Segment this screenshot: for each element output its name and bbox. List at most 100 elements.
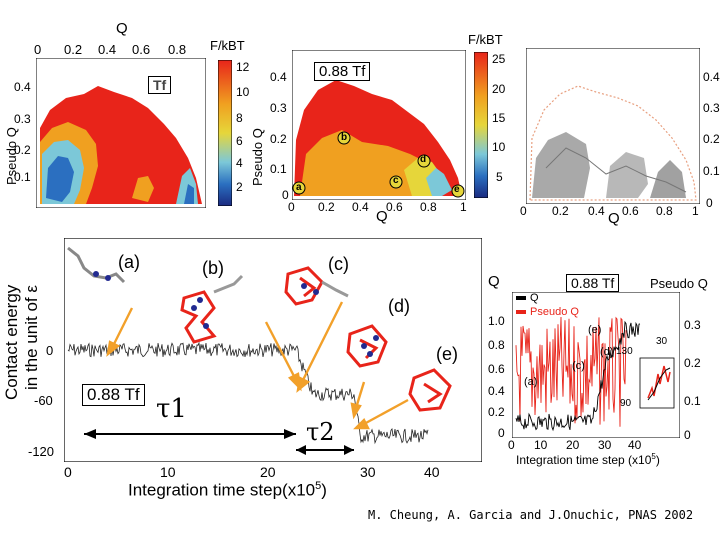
br-right-tick-3: 0	[684, 428, 691, 442]
tau1-label: τ1	[156, 394, 187, 424]
br-left-tick-4: 0.2	[488, 405, 505, 419]
top-right-x-tick-4: 0.8	[656, 204, 673, 218]
pseudo-q-trace-path	[515, 316, 627, 427]
top-middle-y-tick-3: 0.1	[270, 162, 287, 176]
q-trace-path	[515, 320, 641, 432]
top-right-y-tick-1: 0.3	[703, 101, 720, 115]
top-middle-y-tick-0: 0.4	[270, 70, 287, 84]
br-inset-tick-0: 130	[616, 346, 633, 357]
top-left-top-tick-4: 0.8	[168, 42, 187, 57]
br-x-label: Integration time step (x105)	[516, 452, 660, 467]
br-x-tick-4: 40	[628, 438, 642, 452]
top-middle-colorbar-title: F/kBT	[468, 32, 503, 47]
snapshot-c-label: (c)	[328, 254, 349, 274]
br-marker-c: (c)	[572, 360, 585, 372]
top-left-top-tick-1: 0.2	[64, 42, 83, 57]
br-right-tick-2: 0.1	[684, 394, 701, 408]
top-right-x-tick-2: 0.4	[588, 204, 605, 218]
main-x-label-close: )	[321, 480, 327, 500]
br-left-axis-title: Q	[488, 273, 500, 290]
energy-trace-line	[67, 341, 429, 445]
top-middle-x-tick-0: 0	[288, 200, 295, 214]
top-middle-marker-a: a	[296, 182, 302, 193]
top-right-y-tick-4: 0	[706, 196, 713, 210]
top-middle-x-tick-1: 0.2	[318, 200, 335, 214]
q-pseudoq-timeseries	[512, 292, 680, 438]
top-left-colorbar	[218, 60, 232, 206]
br-x-tick-3: 30	[598, 438, 612, 452]
br-temp-label: 0.88 Tf	[566, 274, 620, 292]
snapshot-e-label: (e)	[436, 344, 458, 364]
top-left-y-tick-0: 0.4	[14, 80, 31, 94]
top-left-y-tick-2: 0.2	[14, 143, 31, 157]
top-left-top-tick-2: 0.4	[98, 42, 117, 57]
snapshot-d-label: (d)	[388, 296, 410, 316]
br-x-tick-1: 10	[534, 438, 548, 452]
top-middle-x-tick-2: 0.4	[352, 200, 369, 214]
top-right-x-tick-0: 0	[520, 204, 527, 218]
trajectory-overlay-plot	[526, 48, 700, 204]
citation-credit: M. Cheung, A. Garcia and J.Onuchic, PNAS…	[368, 508, 694, 522]
br-legend-pseudoq: Pseudo Q	[530, 306, 579, 318]
br-left-tick-2: 0.6	[488, 362, 505, 376]
main-x-label-exp: 5	[315, 480, 322, 492]
top-middle-marker-e: e	[454, 184, 460, 195]
top-left-top-tick-3: 0.6	[132, 42, 151, 57]
top-right-x-tick-5: 1	[692, 204, 699, 218]
top-right-y-tick-0: 0.4	[703, 70, 720, 84]
top-left-cb-tick-0: 12	[236, 60, 250, 74]
top-middle-y-tick-1: 0.3	[270, 101, 287, 115]
top-left-top-axis-label: Q	[116, 20, 128, 37]
top-middle-cb-tick-2: 15	[492, 111, 506, 125]
top-middle-y-tick-2: 0.2	[270, 132, 287, 146]
main-temp-label: 0.88 Tf	[82, 384, 145, 406]
energy-trace-path	[67, 341, 429, 445]
snapshot-a-label: (a)	[118, 252, 140, 272]
top-middle-marker-d: d	[420, 154, 427, 165]
top-middle-cb-tick-4: 5	[496, 170, 503, 184]
br-marker-e: (e)	[588, 324, 602, 336]
top-middle-cb-tick-3: 10	[492, 140, 506, 154]
top-left-cb-tick-5: 2	[236, 180, 243, 194]
br-right-axis-title: Pseudo Q	[650, 276, 708, 291]
top-middle-marker-b: b	[341, 132, 348, 143]
top-left-top-tick-0: 0	[34, 42, 42, 57]
top-right-x-tick-1: 0.2	[552, 204, 569, 218]
br-x-tick-0: 0	[508, 438, 515, 452]
top-middle-colorbar	[474, 52, 488, 198]
main-y-tick-2: -120	[28, 444, 55, 459]
main-y-label-line2: in the unit of ε	[22, 285, 41, 390]
main-y-label-line1: Contact energy	[2, 284, 21, 400]
top-left-temp-label: Tf	[148, 76, 172, 94]
snapshot-b-label: (b)	[202, 258, 224, 278]
top-middle-cb-tick-0: 25	[492, 52, 506, 66]
top-middle-cb-tick-1: 20	[492, 82, 506, 96]
top-middle-x-tick-3: 0.6	[386, 200, 403, 214]
top-middle-x-tick-4: 0.8	[420, 200, 437, 214]
top-middle-y-tick-4: 0	[282, 188, 289, 202]
contact-energy-trace	[64, 238, 482, 462]
top-middle-marker-c: c	[393, 175, 399, 186]
br-x-label-text: Integration time step (x10	[516, 453, 652, 467]
main-x-label: Integration time step(x105)	[128, 480, 327, 501]
br-legend-q: Q	[530, 292, 539, 304]
top-right-y-tick-3: 0.1	[703, 164, 720, 178]
br-left-tick-0: 1.0	[488, 314, 505, 328]
top-middle-temp-label: 0.88 Tf	[314, 62, 371, 81]
q-series	[515, 320, 641, 432]
free-energy-landscape-tf	[36, 58, 206, 208]
top-left-cb-tick-3: 6	[236, 134, 243, 148]
top-left-y-tick-1: 0.3	[14, 112, 31, 126]
br-left-tick-5: 0	[498, 426, 505, 440]
br-left-tick-1: 0.8	[488, 338, 505, 352]
br-x-label-exp: 5	[651, 452, 656, 461]
top-left-colorbar-title: F/kBT	[210, 38, 245, 53]
top-right-y-tick-2: 0.2	[703, 132, 720, 146]
top-left-cb-tick-1: 10	[236, 85, 250, 99]
tau2-label: τ2	[306, 418, 335, 446]
br-x-label-close: )	[655, 453, 660, 467]
br-x-tick-2: 20	[566, 438, 580, 452]
top-left-cb-tick-4: 4	[236, 156, 243, 170]
top-left-y-tick-3: 0.1	[14, 170, 31, 184]
pseudo-q-series	[515, 316, 627, 427]
